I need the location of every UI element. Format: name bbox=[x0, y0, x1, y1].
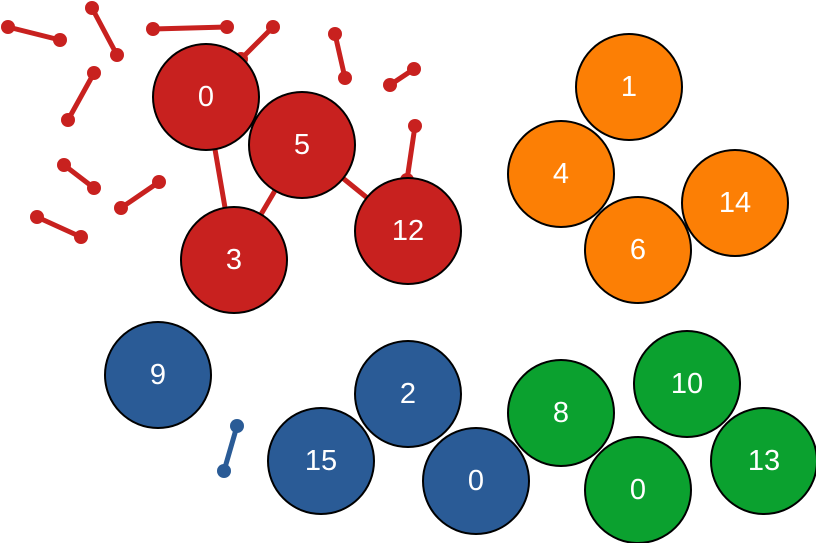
red-node-12: 12 bbox=[354, 177, 462, 285]
node-label: 2 bbox=[400, 378, 416, 410]
node-label: 4 bbox=[553, 158, 569, 190]
node-label: 0 bbox=[198, 81, 214, 113]
node-circle bbox=[584, 436, 692, 543]
node-label: 0 bbox=[630, 474, 646, 506]
node-label: 3 bbox=[226, 244, 242, 276]
red-node-0: 0 bbox=[152, 43, 260, 151]
node-label: 10 bbox=[671, 368, 703, 400]
node-circle bbox=[354, 340, 462, 448]
blue-node-9: 9 bbox=[104, 321, 212, 429]
green-node-0: 0 bbox=[584, 436, 692, 543]
node-circle bbox=[267, 407, 375, 515]
node-circle bbox=[681, 149, 789, 257]
node-label: 1 bbox=[621, 71, 637, 103]
node-circle bbox=[584, 196, 692, 304]
green-node-8: 8 bbox=[507, 359, 615, 467]
red-dangling-link-0 bbox=[1, 20, 67, 47]
red-dangling-link-4 bbox=[328, 27, 352, 85]
red-node-5: 5 bbox=[248, 91, 356, 199]
node-circle bbox=[507, 359, 615, 467]
node-label: 6 bbox=[630, 234, 646, 266]
green-node-13: 13 bbox=[710, 407, 816, 515]
green-node-10: 10 bbox=[633, 330, 741, 438]
blue-dangling-link-0 bbox=[217, 419, 244, 478]
blue-node-0: 0 bbox=[422, 427, 530, 535]
orange-node-4: 4 bbox=[507, 120, 615, 228]
node-label: 14 bbox=[719, 187, 751, 219]
node-label: 13 bbox=[748, 445, 780, 477]
red-dangling-link-7 bbox=[57, 158, 101, 195]
red-dangling-link-5 bbox=[383, 62, 421, 92]
red-dangling-link-2 bbox=[146, 20, 234, 36]
node-circle bbox=[575, 33, 683, 141]
red-node-3: 3 bbox=[180, 206, 288, 314]
node-label: 15 bbox=[305, 445, 337, 477]
red-dangling-link-8 bbox=[114, 175, 166, 215]
links-layer bbox=[1, 1, 422, 478]
orange-node-6: 6 bbox=[584, 196, 692, 304]
node-circle bbox=[104, 321, 212, 429]
node-circle bbox=[507, 120, 615, 228]
red-dangling-link-6 bbox=[61, 66, 101, 127]
blue-node-15: 15 bbox=[267, 407, 375, 515]
node-circle bbox=[422, 427, 530, 535]
node-label: 12 bbox=[392, 215, 424, 247]
node-label: 0 bbox=[468, 465, 484, 497]
node-label: 9 bbox=[150, 359, 166, 391]
node-circle bbox=[633, 330, 741, 438]
node-circle bbox=[152, 43, 260, 151]
node-label: 5 bbox=[294, 129, 310, 161]
red-dangling-link-1 bbox=[85, 1, 124, 62]
node-circle bbox=[710, 407, 816, 515]
node-circle bbox=[180, 206, 288, 314]
orange-node-14: 14 bbox=[681, 149, 789, 257]
node-circle bbox=[354, 177, 462, 285]
node-label: 8 bbox=[553, 397, 569, 429]
red-dangling-link-10 bbox=[400, 119, 422, 187]
orange-node-1: 1 bbox=[575, 33, 683, 141]
red-dangling-link-9 bbox=[30, 210, 88, 244]
node-circle bbox=[248, 91, 356, 199]
blue-node-2: 2 bbox=[354, 340, 462, 448]
